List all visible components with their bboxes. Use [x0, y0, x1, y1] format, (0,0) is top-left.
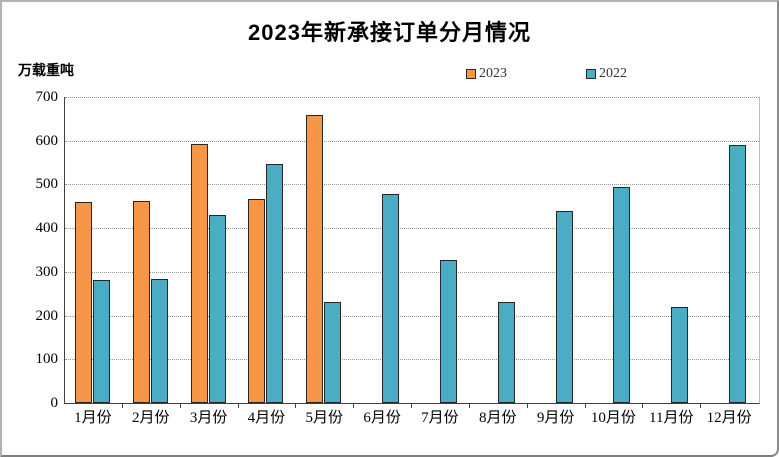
bar-2023-1月份	[75, 202, 92, 403]
gridline-500	[65, 184, 759, 185]
bar-2022-1月份	[93, 280, 110, 403]
x-tick-label-10: 10月份	[590, 410, 636, 426]
y-tick-label-300: 300	[35, 264, 59, 280]
bar-2023-5月份	[306, 115, 323, 403]
bar-2022-10月份	[613, 187, 630, 403]
legend-label-2023: 2023	[479, 66, 507, 81]
y-tick-label-400: 400	[35, 220, 59, 236]
bar-2022-11月份	[671, 307, 688, 403]
gridline-600	[65, 141, 759, 142]
y-tick-label-600: 600	[35, 133, 59, 149]
x-axis-tick	[469, 404, 470, 408]
plot-area	[64, 97, 760, 404]
gridline-700	[65, 97, 759, 98]
x-tick-label-3: 3月份	[189, 410, 228, 426]
x-axis-tick	[642, 404, 643, 408]
x-axis-tick	[411, 404, 412, 408]
bar-2022-4月份	[266, 164, 283, 403]
x-tick-label-1: 1月份	[74, 410, 112, 426]
x-axis-tick	[353, 404, 354, 408]
bar-2022-6月份	[382, 194, 399, 403]
x-tick-label-6: 6月份	[363, 410, 401, 426]
y-tick-label-100: 100	[35, 351, 59, 367]
x-tick-label-9: 9月份	[536, 410, 575, 426]
x-axis-tick	[295, 404, 296, 408]
legend-swatch-2023	[466, 69, 476, 79]
x-axis-tick	[585, 404, 586, 408]
gridline-200	[65, 316, 759, 317]
bar-2022-9月份	[556, 211, 573, 403]
legend-item-2023: 2023	[466, 66, 507, 82]
legend-item-2022: 2022	[586, 66, 627, 82]
y-tick-label-500: 500	[35, 176, 59, 192]
y-axis-unit-label: 万载重吨	[18, 64, 74, 79]
x-axis-tick	[527, 404, 528, 408]
bar-2022-12月份	[729, 145, 746, 403]
x-tick-label-12: 12月份	[706, 410, 752, 426]
gridline-100	[65, 359, 759, 360]
gridline-400	[65, 228, 759, 229]
x-tick-label-4: 4月份	[247, 410, 286, 426]
x-axis-tick	[180, 404, 181, 408]
y-tick-label-0: 0	[50, 395, 59, 411]
x-axis-tick	[122, 404, 123, 408]
bar-2022-2月份	[151, 279, 168, 403]
legend-label-2022: 2022	[599, 66, 627, 81]
bar-2022-7月份	[440, 260, 457, 403]
chart-title: 2023年新承接订单分月情况	[248, 20, 531, 45]
bar-2023-2月份	[133, 201, 150, 403]
legend-swatch-2022	[586, 69, 596, 79]
bar-2022-8月份	[498, 302, 515, 403]
x-tick-label-11: 11月份	[649, 410, 694, 426]
x-tick-label-5: 5月份	[305, 410, 343, 426]
x-tick-label-7: 7月份	[421, 410, 459, 426]
bar-2022-3月份	[209, 215, 226, 403]
bar-2023-4月份	[248, 199, 265, 403]
x-tick-label-8: 8月份	[478, 410, 517, 426]
x-tick-label-2: 2月份	[131, 410, 170, 426]
bar-2022-5月份	[324, 302, 341, 403]
y-tick-label-700: 700	[35, 89, 59, 105]
bar-2023-3月份	[191, 144, 208, 403]
y-tick-label-200: 200	[35, 308, 59, 324]
gridline-300	[65, 272, 759, 273]
x-axis-tick	[700, 404, 701, 408]
x-axis-tick	[238, 404, 239, 408]
